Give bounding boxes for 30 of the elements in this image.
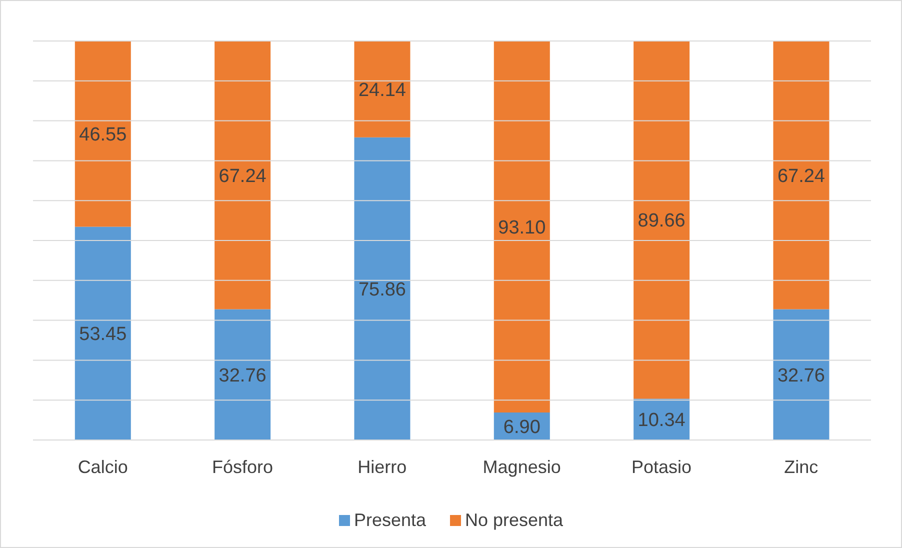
data-label: 89.66 (638, 210, 686, 232)
data-label: 67.24 (218, 166, 267, 187)
data-label: 93.10 (498, 217, 546, 238)
bar (634, 41, 690, 399)
bar (214, 309, 271, 440)
data-label: 10.34 (638, 410, 686, 432)
data-label: 32.76 (777, 365, 826, 386)
data-label: 75.86 (358, 279, 406, 300)
legend-label: Presenta (352, 510, 426, 531)
data-label: 46.55 (79, 124, 127, 146)
bar (214, 41, 271, 310)
x-tick-label: Calcio (78, 456, 128, 477)
bar (354, 137, 410, 440)
x-tick-label: Zinc (784, 456, 818, 477)
legend-label: No presenta (464, 510, 564, 531)
x-tick-label: Potasio (631, 456, 692, 477)
bar (494, 41, 550, 412)
bar (773, 309, 830, 440)
x-tick-label: Magnesio (482, 456, 561, 477)
x-tick-label: Fósforo (212, 456, 274, 477)
bar (773, 41, 830, 310)
x-tick-label: Hierro (358, 456, 407, 477)
data-label: 24.14 (358, 80, 406, 101)
data-label: 67.24 (777, 166, 826, 187)
bar (354, 41, 410, 138)
data-label: 6.90 (503, 416, 540, 438)
data-label: 32.76 (218, 365, 266, 386)
data-label: 53.45 (79, 324, 127, 346)
bar (74, 226, 131, 440)
bar (74, 41, 131, 227)
